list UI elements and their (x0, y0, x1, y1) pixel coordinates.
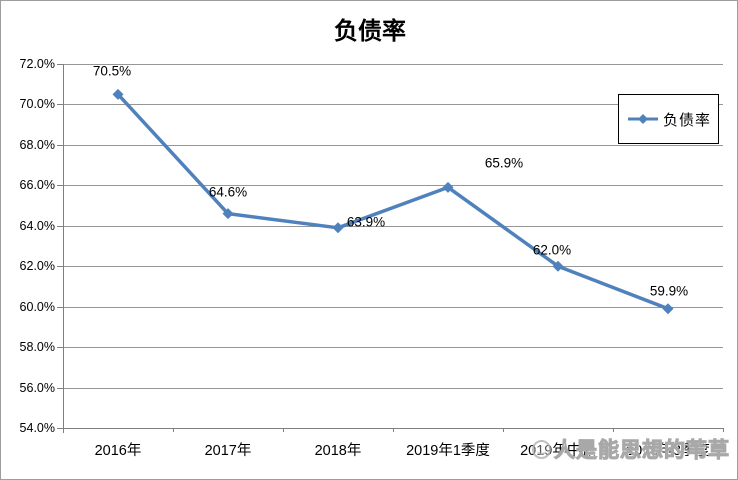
gridline (63, 347, 723, 349)
y-axis-tick-label: 68.0% (19, 137, 55, 152)
y-axis-tick-label: 70.0% (19, 97, 55, 112)
x-axis-label: 2019年中报 (520, 443, 596, 459)
y-axis-tick-label: 56.0% (19, 380, 55, 395)
x-tick-mark (173, 428, 174, 432)
x-axis-label: 2016年 (94, 443, 142, 459)
y-axis-tick-label: 58.0% (19, 340, 55, 355)
gridline (63, 266, 723, 268)
legend-series-label: 负债率 (662, 112, 711, 129)
gridline (63, 104, 723, 106)
x-tick-mark (63, 428, 64, 432)
y-axis (63, 64, 64, 433)
y-axis-tick-label: 54.0% (19, 421, 55, 435)
y-tick-mark (57, 347, 63, 349)
y-axis-tick-label: 64.0% (19, 218, 55, 233)
y-axis-tick-label: 72.0% (19, 57, 55, 71)
data-point-marker (552, 260, 564, 272)
legend-line-marker-icon (627, 114, 658, 124)
data-point-label: 64.6% (208, 184, 248, 200)
y-tick-mark (57, 428, 63, 429)
gridline (63, 64, 723, 65)
plot-area (63, 64, 723, 428)
x-tick-mark (613, 428, 614, 432)
legend-box: 负债率 (618, 94, 719, 144)
gridline (63, 225, 723, 227)
series-line (116, 92, 670, 311)
y-tick-mark (57, 64, 63, 65)
x-tick-mark (283, 428, 284, 432)
x-axis-label: 2018年 (314, 443, 362, 459)
y-tick-mark (57, 185, 63, 187)
gridline (63, 306, 723, 308)
gridline (63, 144, 723, 146)
data-point-marker (662, 303, 674, 315)
y-axis-tick-label: 62.0% (19, 259, 55, 274)
data-point-label: 63.9% (346, 214, 386, 230)
gridline (63, 387, 723, 389)
y-tick-mark (57, 387, 63, 389)
data-point-label: 62.0% (532, 242, 572, 258)
x-axis-label: 2017年 (204, 443, 252, 459)
data-point-marker (442, 181, 454, 193)
x-axis-label: 2019年3季度 (626, 443, 710, 459)
y-axis-tick-label: 60.0% (19, 299, 55, 314)
x-tick-mark (393, 428, 394, 432)
y-tick-mark (57, 225, 63, 227)
data-point-label: 70.5% (92, 63, 132, 79)
x-tick-mark (503, 428, 504, 432)
x-axis-label: 2019年1季度 (406, 443, 490, 459)
gridline (63, 185, 723, 187)
data-point-marker (222, 208, 234, 220)
y-axis-tick-label: 66.0% (19, 178, 55, 193)
y-tick-mark (57, 266, 63, 268)
debt-ratio-line-series (112, 88, 674, 315)
y-tick-mark (57, 306, 63, 308)
y-tick-mark (57, 104, 63, 106)
data-point-marker (332, 222, 344, 234)
data-point-label: 65.9% (484, 155, 524, 171)
x-tick-mark (723, 428, 724, 432)
data-point-marker (112, 88, 124, 100)
y-tick-mark (57, 144, 63, 146)
data-point-label: 59.9% (649, 283, 689, 299)
chart-title: 负债率 (334, 19, 406, 45)
